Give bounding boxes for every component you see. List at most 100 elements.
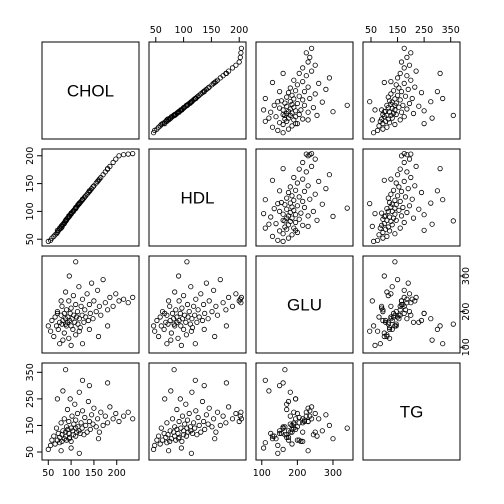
point-glu-vs-tg-7 [386,326,393,332]
point-chol-vs-tg-73 [434,89,440,95]
point-glu-vs-tg-22 [386,335,393,341]
point-chol-vs-tg-66 [408,50,414,56]
point-tg-vs-chol-41 [78,420,84,426]
point-hdl-vs-tg-32 [416,206,422,212]
point-chol-vs-glu-60 [296,70,302,77]
point-hdl-vs-glu-3 [269,233,276,239]
point-glu-vs-hdl-72 [171,321,177,327]
point-chol-vs-tg-13 [389,115,395,121]
point-tg-vs-chol-62 [110,416,116,422]
point-chol-vs-glu-37 [282,100,288,106]
point-tg-vs-chol-39 [76,389,82,395]
point-tg-vs-chol-32 [72,401,78,407]
tick-label-tg-350: 350 [442,25,460,36]
point-hdl-vs-tg-62 [401,159,407,166]
point-tg-vs-glu-61 [308,404,315,410]
point-hdl-vs-glu-46 [289,193,295,199]
point-tg-vs-glu-60 [296,420,302,426]
point-chol-vs-hdl-64 [236,59,242,65]
point-tg-vs-chol-28 [69,413,75,419]
point-tg-vs-chol-69 [66,436,72,442]
tick-label-tg-50: 50 [25,446,36,458]
point-hdl-vs-tg-47 [388,191,394,197]
point-chol-vs-tg-28 [404,106,410,112]
point-tg-vs-hdl-72 [171,367,177,373]
point-tg-vs-hdl-28 [179,413,186,419]
point-chol-vs-glu-3 [269,124,276,130]
point-chol-vs-tg-10 [397,117,403,123]
point-glu-vs-chol-9 [57,341,63,347]
point-glu-vs-hdl-26 [178,323,184,329]
panel-chol-glu [255,41,354,140]
point-tg-vs-hdl-65 [237,413,243,419]
point-chol-vs-hdl-74 [178,107,184,113]
tick-label-chol-50: 50 [42,468,54,479]
point-chol-vs-tg-20 [410,110,417,117]
point-tg-vs-chol-54 [93,424,99,430]
point-chol-vs-hdl-71 [192,95,198,102]
point-tg-vs-chol-75 [58,448,64,454]
point-chol-vs-glu-66 [303,50,309,56]
point-glu-vs-tg-61 [413,294,419,300]
point-hdl-vs-glu-72 [282,218,288,224]
point-glu-vs-hdl-54 [209,308,215,315]
point-tg-vs-hdl-62 [229,416,236,422]
point-chol-vs-glu-36 [294,100,300,107]
point-hdl-vs-chol-74 [68,211,74,217]
point-tg-vs-hdl-47 [198,429,204,435]
point-tg-vs-glu-39 [287,389,293,395]
point-tg-vs-chol-53 [91,405,97,411]
point-chol-vs-glu-77 [269,79,276,86]
point-tg-vs-glu-1 [275,442,281,448]
point-hdl-vs-glu-60 [296,166,302,172]
point-chol-vs-glu-75 [305,117,311,123]
point-tg-vs-hdl-38 [188,428,194,434]
point-tg-vs-glu-59 [303,413,309,419]
point-hdl-vs-glu-32 [284,206,290,212]
point-glu-vs-chol-71 [79,341,86,347]
point-glu-vs-chol-70 [73,259,79,265]
point-hdl-vs-glu-54 [294,180,300,186]
point-glu-vs-chol-52 [90,316,96,322]
point-hdl-vs-tg-77 [381,177,387,183]
point-glu-vs-chol-23 [66,298,72,304]
point-tg-vs-glu-22 [268,430,274,436]
point-glu-vs-hdl-47 [198,291,204,297]
point-hdl-vs-tg-45 [402,194,409,200]
point-hdl-vs-glu-61 [308,163,315,169]
point-hdl-vs-glu-52 [287,184,293,190]
point-tg-vs-hdl-4 [157,441,163,447]
point-tg-vs-hdl-52 [205,421,211,427]
point-glu-vs-tg-58 [394,276,401,283]
point-chol-vs-tg-45 [402,93,409,99]
point-glu-vs-chol-67 [130,294,136,300]
point-hdl-vs-glu-53 [305,183,311,189]
point-glu-vs-chol-2 [49,317,55,324]
point-tg-vs-chol-34 [73,417,79,423]
point-chol-vs-glu-51 [323,86,329,93]
point-glu-vs-hdl-4 [157,314,163,320]
point-chol-vs-glu-41 [300,97,306,103]
point-chol-vs-glu-64 [305,59,311,65]
point-glu-vs-hdl-45 [195,307,201,313]
point-tg-vs-chol-65 [121,413,127,419]
point-glu-vs-tg-44 [385,319,391,325]
point-tg-vs-glu-38 [319,428,325,434]
tick-label-tg-350: 350 [25,363,36,381]
point-chol-vs-tg-56 [388,79,394,85]
point-tg-vs-hdl-26 [178,425,184,431]
point-glu-vs-hdl-11 [165,321,171,327]
point-glu-vs-chol-79 [54,310,61,316]
point-glu-vs-hdl-71 [192,341,198,347]
point-chol-vs-glu-54 [294,82,300,88]
point-hdl-vs-tg-66 [408,151,414,157]
point-tg-vs-hdl-77 [212,436,218,442]
point-tg-vs-hdl-63 [233,410,239,417]
point-glu-vs-hdl-17 [172,289,178,295]
point-hdl-vs-glu-74 [260,211,267,217]
variable-label-chol: CHOL [67,82,114,101]
point-glu-vs-chol-73 [86,326,93,332]
point-chol-vs-glu-34 [301,102,308,108]
tick-label-hdl-50: 50 [150,25,162,36]
